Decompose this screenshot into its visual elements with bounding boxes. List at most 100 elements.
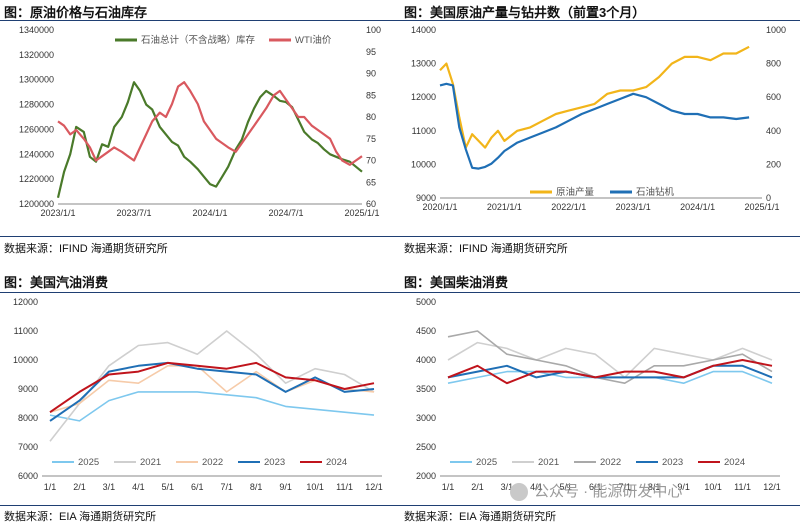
y-tick: 7000 bbox=[18, 442, 38, 452]
legend-label: 2023 bbox=[264, 457, 285, 468]
x-tick: 5/1 bbox=[162, 482, 175, 492]
x-tick: 11/1 bbox=[336, 482, 353, 492]
y-tick: 2500 bbox=[416, 442, 436, 452]
series-line bbox=[49, 361, 375, 422]
source-note: 数据来源：IFIND 海通期货研究所 bbox=[4, 243, 168, 255]
x-tick: 8/1 bbox=[648, 482, 661, 492]
legend-label: 2024 bbox=[724, 457, 745, 468]
y-tick-left: 1280000 bbox=[19, 100, 54, 110]
x-tick: 4/1 bbox=[132, 482, 145, 492]
y-tick: 4500 bbox=[416, 326, 436, 336]
x-tick: 2022/1/1 bbox=[551, 202, 586, 212]
x-tick: 2/1 bbox=[471, 482, 484, 492]
series-line bbox=[439, 82, 750, 170]
x-tick: 2021/1/1 bbox=[487, 202, 522, 212]
series-line bbox=[447, 359, 773, 385]
panel-us-diesel-demand: 图：美国柴油消费 2000 2500 3000 3500 4000 4500 5000 1/1… bbox=[400, 262, 800, 524]
x-tick: 12/1 bbox=[365, 482, 383, 492]
x-tick: 7/1 bbox=[220, 482, 233, 492]
chart-us-production-rigs: 9000 10000 11000 12000 13000 14000 0 200 400 600 8… bbox=[411, 25, 786, 212]
x-tick: 6/1 bbox=[191, 482, 204, 492]
y-tick-right: 1000 bbox=[766, 25, 786, 35]
x-tick: 2024/7/1 bbox=[268, 208, 303, 218]
watermark: 公众号 · 能源研发中心 bbox=[510, 480, 683, 502]
legend-label: 石油钻机 bbox=[636, 186, 675, 198]
chart-us-diesel-demand: 2000 2500 3000 3500 4000 4500 5000 1/1 2/1 3/1 4/1… bbox=[416, 297, 781, 492]
title-rule bbox=[0, 20, 400, 21]
y-tick-left: 14000 bbox=[411, 25, 436, 35]
y-tick: 3000 bbox=[416, 413, 436, 423]
y-tick: 9000 bbox=[18, 384, 38, 394]
x-tick: 2/1 bbox=[73, 482, 86, 492]
source-note: 数据来源：EIA 海通期货研究所 bbox=[404, 511, 557, 523]
watermark-text: 公众号 · 能源研发中心 bbox=[534, 483, 683, 500]
x-tick: 3/1 bbox=[501, 482, 514, 492]
series-line bbox=[56, 81, 363, 199]
x-tick: 4/1 bbox=[530, 482, 543, 492]
legend-label: 2022 bbox=[202, 457, 223, 468]
legend-label: 2023 bbox=[662, 457, 683, 468]
title-rule bbox=[400, 292, 800, 293]
legend-label: 2025 bbox=[78, 457, 99, 468]
source-rule bbox=[0, 236, 400, 237]
panel-us-production-rigs: 图：美国原油产量与钻井数（前置3个月） 9000 10000 11000 12000 1… bbox=[400, 0, 800, 262]
y-tick-left: 1240000 bbox=[19, 149, 54, 159]
legend-label: WTI油价 bbox=[295, 34, 332, 46]
y-tick-left: 12000 bbox=[411, 92, 436, 102]
series-line bbox=[447, 330, 773, 384]
x-tick: 2025/1/1 bbox=[344, 208, 379, 218]
series-line bbox=[49, 361, 375, 414]
source-note: 数据来源：IFIND 海通期货研究所 bbox=[404, 243, 568, 255]
panel-us-gasoline-demand: 图：美国汽油消费 6000 7000 8000 9000 10000 11000 12000… bbox=[0, 262, 400, 524]
panel-title: 图：美国柴油消费 bbox=[404, 275, 509, 290]
y-tick-left: 9000 bbox=[416, 193, 436, 203]
legend-label: 2021 bbox=[538, 457, 559, 468]
panel-title: 图：美国原油产量与钻井数（前置3个月） bbox=[404, 5, 646, 20]
series-line bbox=[49, 365, 375, 413]
x-tick: 10/1 bbox=[306, 482, 324, 492]
y-tick-right: 90 bbox=[366, 69, 376, 79]
wechat-icon bbox=[510, 483, 528, 502]
y-tick: 10000 bbox=[13, 355, 38, 365]
series-line bbox=[57, 81, 363, 166]
y-tick: 5000 bbox=[416, 297, 436, 307]
y-tick-right: 200 bbox=[766, 159, 781, 169]
series-line bbox=[447, 341, 773, 379]
x-tick: 2025/1/1 bbox=[744, 202, 779, 212]
title-rule bbox=[0, 292, 400, 293]
y-tick-right: 85 bbox=[366, 90, 376, 100]
legend-label: 石油总计（不含战略）库存 bbox=[141, 34, 256, 46]
chart-oil-price-inventory: 1200000 1220000 1240000 1260000 1280000 13000… bbox=[19, 25, 381, 218]
x-tick: 10/1 bbox=[704, 482, 722, 492]
y-tick-left: 1300000 bbox=[19, 75, 54, 85]
y-tick: 8000 bbox=[18, 413, 38, 423]
y-tick-right: 100 bbox=[366, 25, 381, 35]
x-tick: 2024/1/1 bbox=[192, 208, 227, 218]
x-tick: 2023/1/1 bbox=[616, 202, 651, 212]
y-tick-left: 10000 bbox=[411, 159, 436, 169]
x-tick: 12/1 bbox=[763, 482, 781, 492]
x-tick: 9/1 bbox=[677, 482, 690, 492]
y-tick: 2000 bbox=[416, 471, 436, 481]
y-tick-right: 75 bbox=[366, 134, 376, 144]
x-tick: 8/1 bbox=[250, 482, 263, 492]
chart-us-gasoline-demand: 6000 7000 8000 9000 10000 11000 12000 1/1 2/1 3/1… bbox=[13, 297, 383, 492]
x-tick: 2024/1/1 bbox=[680, 202, 715, 212]
y-tick-right: 0 bbox=[766, 193, 771, 203]
legend-label: 2024 bbox=[326, 457, 347, 468]
source-rule bbox=[400, 505, 800, 506]
panel-title: 图：原油价格与石油库存 bbox=[4, 5, 148, 20]
x-tick: 2020/1/1 bbox=[422, 202, 457, 212]
y-tick-right: 400 bbox=[766, 126, 781, 136]
x-tick: 1/1 bbox=[442, 482, 455, 492]
source-note: 数据来源：EIA 海通期货研究所 bbox=[4, 511, 157, 523]
y-tick-right: 65 bbox=[366, 177, 376, 187]
y-tick: 11000 bbox=[14, 326, 38, 336]
legend-label: 原油产量 bbox=[556, 186, 595, 198]
y-tick-left: 11000 bbox=[412, 126, 436, 136]
title-rule bbox=[400, 20, 800, 21]
x-tick: 9/1 bbox=[279, 482, 292, 492]
series-line bbox=[49, 391, 375, 422]
x-tick: 6/1 bbox=[589, 482, 602, 492]
y-tick-left: 1220000 bbox=[19, 174, 54, 184]
